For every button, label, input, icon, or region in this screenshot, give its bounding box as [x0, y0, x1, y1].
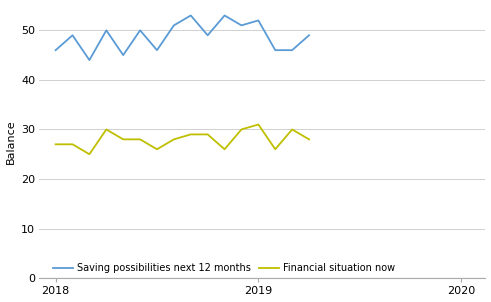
Saving possibilities next 12 months	[239, 24, 245, 27]
Financial situation now	[86, 153, 92, 156]
Saving possibilities next 12 months	[86, 58, 92, 62]
Line: Financial situation now: Financial situation now	[55, 124, 309, 154]
Financial situation now	[171, 137, 177, 141]
Saving possibilities next 12 months	[289, 48, 295, 52]
Saving possibilities next 12 months	[306, 34, 312, 37]
Line: Saving possibilities next 12 months: Saving possibilities next 12 months	[55, 15, 309, 60]
Financial situation now	[289, 128, 295, 131]
Saving possibilities next 12 months	[221, 14, 227, 17]
Financial situation now	[205, 133, 211, 136]
Financial situation now	[273, 147, 278, 151]
Financial situation now	[255, 123, 261, 126]
Saving possibilities next 12 months	[188, 14, 194, 17]
Financial situation now	[154, 147, 160, 151]
Financial situation now	[70, 143, 76, 146]
Saving possibilities next 12 months	[205, 34, 211, 37]
Y-axis label: Balance: Balance	[5, 120, 16, 164]
Saving possibilities next 12 months	[154, 48, 160, 52]
Financial situation now	[239, 128, 245, 131]
Saving possibilities next 12 months	[255, 19, 261, 22]
Saving possibilities next 12 months	[273, 48, 278, 52]
Financial situation now	[104, 128, 109, 131]
Financial situation now	[188, 133, 194, 136]
Financial situation now	[306, 137, 312, 141]
Saving possibilities next 12 months	[70, 34, 76, 37]
Saving possibilities next 12 months	[171, 24, 177, 27]
Saving possibilities next 12 months	[53, 48, 58, 52]
Financial situation now	[137, 137, 143, 141]
Saving possibilities next 12 months	[120, 53, 126, 57]
Financial situation now	[53, 143, 58, 146]
Financial situation now	[221, 147, 227, 151]
Saving possibilities next 12 months	[137, 28, 143, 32]
Saving possibilities next 12 months	[104, 28, 109, 32]
Financial situation now	[120, 137, 126, 141]
Legend: Saving possibilities next 12 months, Financial situation now: Saving possibilities next 12 months, Fin…	[53, 263, 396, 273]
